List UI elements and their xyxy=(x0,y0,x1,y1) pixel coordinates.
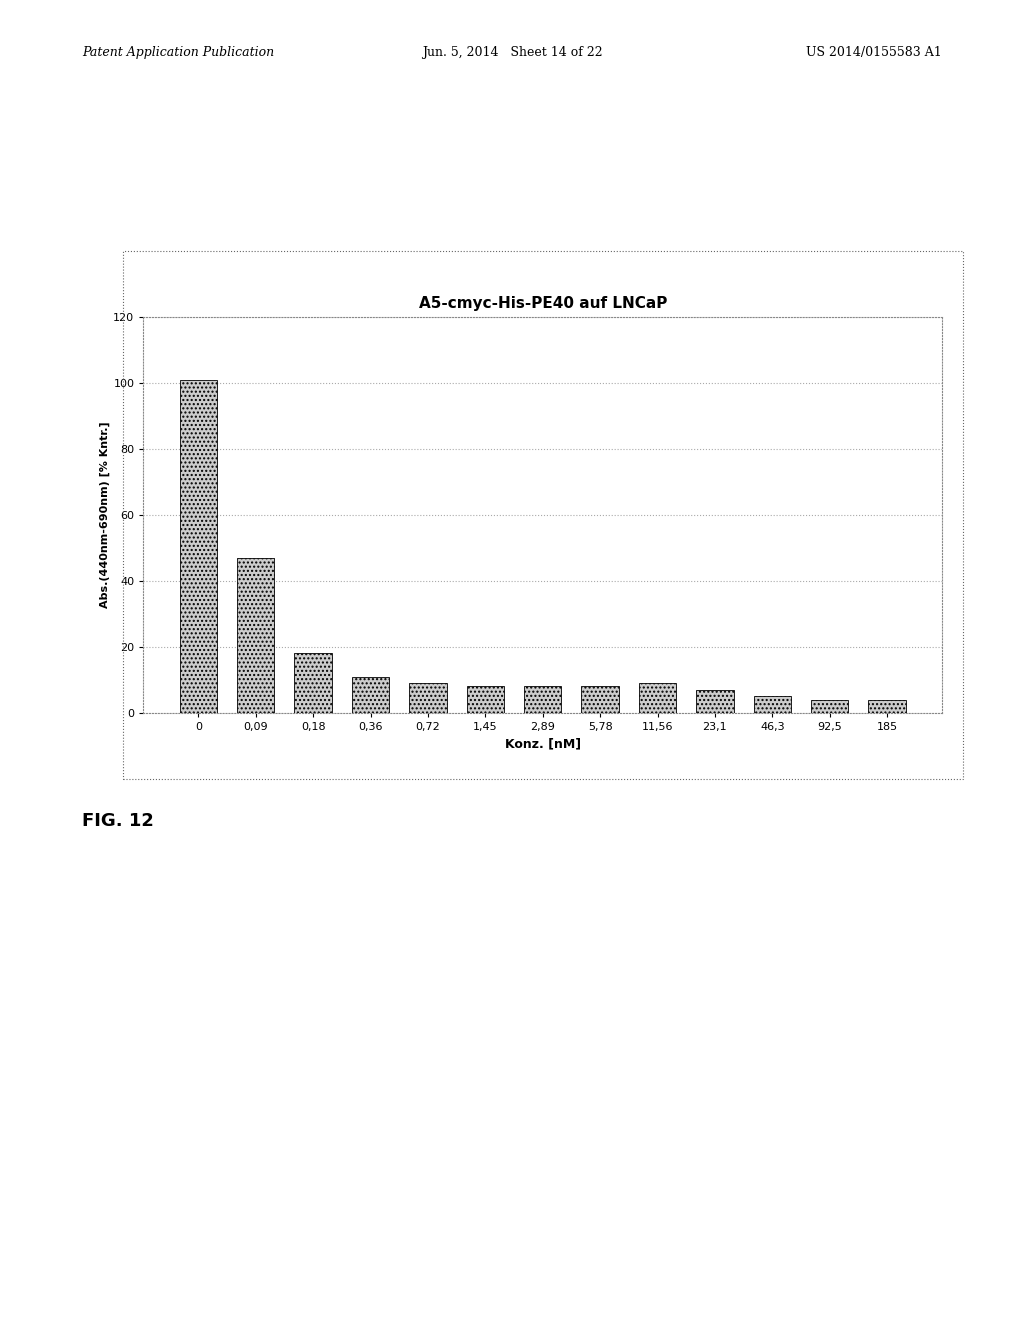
X-axis label: Konz. [nM]: Konz. [nM] xyxy=(505,738,581,750)
Bar xyxy=(352,676,389,713)
Bar xyxy=(582,686,618,713)
Text: Patent Application Publication: Patent Application Publication xyxy=(82,46,274,59)
Bar xyxy=(696,689,733,713)
Bar xyxy=(524,686,561,713)
Y-axis label: Abs.(440nm-690nm) [% Kntr.]: Abs.(440nm-690nm) [% Kntr.] xyxy=(100,421,111,609)
Text: Jun. 5, 2014   Sheet 14 of 22: Jun. 5, 2014 Sheet 14 of 22 xyxy=(422,46,602,59)
Title: A5-cmyc-His-PE40 auf LNCaP: A5-cmyc-His-PE40 auf LNCaP xyxy=(419,297,667,312)
Bar xyxy=(295,653,332,713)
Text: FIG. 12: FIG. 12 xyxy=(82,812,154,830)
Bar xyxy=(238,557,274,713)
Bar xyxy=(467,686,504,713)
Bar xyxy=(754,697,791,713)
Bar xyxy=(639,682,676,713)
Text: US 2014/0155583 A1: US 2014/0155583 A1 xyxy=(806,46,942,59)
Bar xyxy=(868,700,906,713)
Bar xyxy=(410,682,446,713)
Bar xyxy=(811,700,848,713)
Bar xyxy=(179,380,217,713)
